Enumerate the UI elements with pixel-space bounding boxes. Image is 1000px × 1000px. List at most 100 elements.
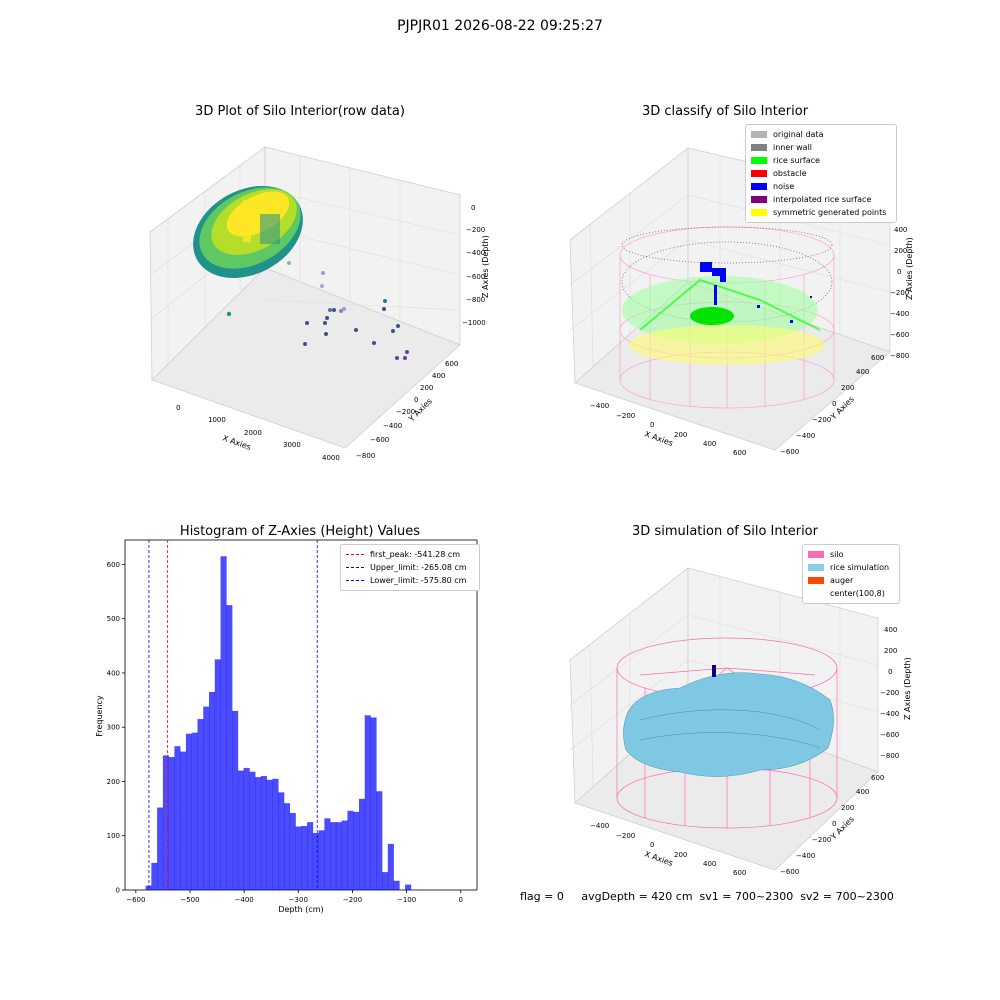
legend-item: auger: [808, 574, 894, 587]
histogram-bar: [191, 732, 198, 890]
panel2-rice-surface: [622, 276, 825, 365]
histogram-ytick-label: 400: [107, 669, 120, 677]
legend-label: auger: [830, 576, 854, 585]
p4-ztick: −800: [880, 752, 899, 760]
histogram-bar: [232, 710, 239, 890]
p2-xtick: 600: [733, 449, 746, 457]
histogram-ytick-label: 0: [116, 887, 120, 895]
p2-ztick: −800: [890, 352, 909, 360]
p4-ztick: −200: [880, 689, 899, 697]
histogram-bar: [226, 605, 233, 890]
p1-zlabel: Z Axies (Depth): [481, 235, 490, 298]
p2-ytick: 400: [856, 368, 869, 376]
panel2-inner-wall: [621, 226, 833, 323]
histogram-xticks: −600 −500 −400 −300 −200 −100 0: [126, 890, 463, 904]
histogram-bar: [376, 791, 383, 890]
p2-ztick: −200: [890, 289, 909, 297]
histogram-bar: [335, 822, 342, 890]
histogram-ytick-label: 100: [107, 832, 120, 840]
histogram-bar: [266, 779, 273, 890]
legend-swatch: [751, 144, 767, 151]
legend-item: rice surface: [751, 154, 891, 167]
histogram-bar: [151, 862, 158, 890]
histogram-bar: [295, 826, 302, 890]
legend-label: noise: [773, 182, 795, 191]
histogram-bar: [162, 755, 169, 890]
histogram-ytick-label: 200: [107, 778, 120, 786]
p1-ytick: 400: [432, 372, 445, 380]
legend-label: rice simulation: [830, 563, 890, 572]
histogram-bar: [278, 792, 285, 890]
histogram-bar: [255, 777, 262, 890]
legend-label: original data: [773, 130, 824, 139]
legend-swatch: [751, 209, 767, 216]
legend-line: [346, 580, 364, 581]
p1-ytick: 0: [414, 396, 418, 404]
legend-item: Upper_limit: -265.08 cm: [346, 561, 474, 574]
panel4-title: 3D simulation of Silo Interior: [632, 524, 818, 539]
histogram-bar: [289, 812, 296, 890]
histogram-bar: [301, 825, 308, 890]
p1-ztick: 0: [471, 204, 475, 212]
histogram-ytick-label: 600: [107, 561, 120, 569]
legend-swatch: [751, 157, 767, 164]
p4-xtick: −200: [616, 832, 635, 840]
panel2-noise: [700, 262, 812, 323]
p1-ztick: −400: [466, 249, 485, 257]
panel1-tick-labels: 0 1000 2000 3000 4000 −800 −600 −400 −20…: [176, 204, 486, 462]
p4-ztick: 0: [888, 668, 892, 676]
p2-xtick: 400: [703, 440, 716, 448]
p2-xtick: −200: [616, 412, 635, 420]
histogram-xtick-label: −400: [235, 896, 254, 904]
p4-xtick: 600: [733, 869, 746, 877]
histogram-bar: [307, 822, 314, 890]
p4-ytick: −600: [780, 868, 799, 876]
p2-ytick: 0: [832, 400, 836, 408]
legend-swatch: [751, 170, 767, 177]
p1-ztick: −200: [466, 226, 485, 234]
histogram-xlabel: Depth (cm): [278, 905, 323, 914]
p1-ztick: −1000: [462, 319, 486, 327]
p2-ytick: 600: [871, 354, 884, 362]
p2-ztick: 0: [897, 268, 901, 276]
p4-xtick: 200: [674, 851, 687, 859]
legend-swatch: [808, 590, 824, 597]
legend-line: [346, 554, 364, 555]
panel4-panes: [569, 567, 879, 871]
histogram-bar: [312, 833, 319, 890]
legend-label: obstacle: [773, 169, 807, 178]
histogram-bar: [168, 757, 175, 890]
legend-swatch: [808, 551, 824, 558]
histogram-bar: [324, 818, 331, 890]
p2-ytick: −200: [812, 416, 831, 424]
histogram-bar: [283, 803, 291, 890]
p1-ytick: 200: [420, 384, 433, 392]
p1-ytick: −400: [383, 422, 402, 430]
p2-ztick: 200: [894, 247, 907, 255]
panel2-tick-labels: −400 −200 0 200 400 600 −600 −400 −200 0…: [590, 226, 909, 457]
p2-ytick: −600: [780, 448, 799, 456]
histogram-bar: [174, 746, 181, 890]
p1-ztick: −800: [466, 296, 485, 304]
p4-xtick: −400: [590, 822, 609, 830]
p2-ytick: 200: [841, 384, 854, 392]
p2-zlabel: Z Axies (Depth): [905, 237, 914, 300]
p4-ztick: 200: [884, 647, 897, 655]
histogram-bar: [197, 719, 204, 890]
legend-swatch: [751, 196, 767, 203]
legend-label: Lower_limit: -575.80 cm: [370, 576, 467, 585]
p1-xtick: 3000: [283, 441, 301, 449]
legend-label: interpolated rice surface: [773, 195, 872, 204]
panel4-legend: silo rice simulation auger center(100,8): [802, 544, 900, 604]
p4-ytick: 600: [871, 774, 884, 782]
figure-title: PJPJR01 2026-08-22 09:25:27: [397, 18, 603, 34]
panel4-auger: [712, 665, 716, 677]
histogram-xtick-label: −300: [289, 896, 308, 904]
histogram-ylabel: Frequency: [95, 695, 104, 737]
legend-item: inner wall: [751, 141, 891, 154]
histogram-bar: [209, 691, 216, 890]
histogram-xtick-label: −200: [343, 896, 362, 904]
p4-ztick: −600: [880, 731, 899, 739]
p1-ytick: −800: [356, 452, 375, 460]
